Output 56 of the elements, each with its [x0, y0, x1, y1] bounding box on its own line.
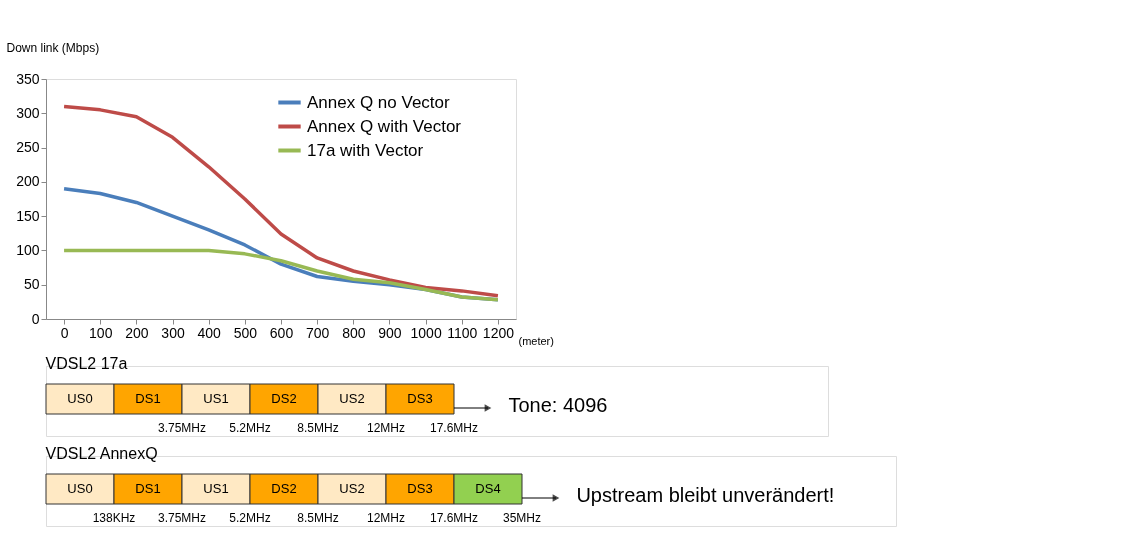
- y-tick-label: 200: [16, 173, 40, 190]
- y-tick-label: 300: [16, 104, 40, 121]
- text: 3.75MHz: [157, 421, 207, 435]
- y-axis-title: Down link (Mbps): [6, 40, 100, 55]
- y-tick-label: 250: [16, 139, 40, 156]
- category-label: DS3: [407, 481, 433, 496]
- x-tick-label: 200: [125, 324, 149, 341]
- text: VDSL2 AnnexQ: [45, 445, 158, 462]
- y-tick-label: 50: [23, 276, 40, 293]
- text: 12MHz: [366, 421, 406, 435]
- text: 8.5MHz: [297, 511, 339, 525]
- category-label: DS4: [475, 481, 501, 496]
- text: VDSL2 17a: [45, 355, 128, 372]
- x-tick-label: 600: [269, 324, 294, 341]
- x-tick-label: 100: [89, 324, 113, 341]
- category-label: US1: [203, 391, 229, 406]
- category-label: DS2: [271, 481, 297, 496]
- text: 12MHz: [366, 511, 406, 525]
- x-tick-label: 500: [233, 324, 258, 341]
- category-label: US1: [203, 481, 229, 496]
- x-tick-label: 300: [161, 324, 185, 341]
- line-series: [62, 248, 500, 302]
- category-label: US2: [339, 481, 365, 496]
- text: 5.2MHz: [229, 421, 271, 435]
- legend-label: 17a with Vector: [307, 140, 424, 160]
- category-label: DS1: [135, 391, 161, 406]
- x-tick-label: 1100: [447, 324, 478, 341]
- text: 5.2MHz: [229, 511, 271, 525]
- category-label: DS2: [271, 391, 297, 406]
- text: Tone: 4096: [508, 394, 608, 416]
- x-tick-label: 800: [342, 324, 366, 341]
- text: 17.6MHz: [429, 511, 479, 525]
- category-label: US2: [339, 391, 365, 406]
- text: 3.75MHz: [157, 511, 207, 525]
- category-label: US0: [67, 481, 93, 496]
- legend-label: Annex Q with Vector: [307, 116, 462, 136]
- x-tick-label: 900: [378, 324, 402, 341]
- y-tick-label: 350: [16, 70, 40, 87]
- y-tick-label: 0: [31, 310, 40, 327]
- y-tick-label: 100: [16, 241, 40, 258]
- x-tick-label: 700: [305, 324, 330, 341]
- x-tick-label: 1200: [482, 324, 515, 341]
- x-axis-title: (meter): [518, 334, 554, 347]
- category-label: DS3: [407, 391, 433, 406]
- text: 35MHz: [502, 511, 542, 525]
- text: 138KHz: [92, 511, 136, 525]
- text: 8.5MHz: [297, 421, 339, 435]
- category-label: US0: [67, 391, 93, 406]
- x-tick-label: 0: [60, 324, 69, 341]
- text: 17.6MHz: [429, 421, 479, 435]
- category-label: DS1: [135, 481, 161, 496]
- x-tick-label: 1000: [410, 324, 442, 341]
- legend-label: Annex Q no Vector: [307, 92, 451, 112]
- x-tick-label: 400: [197, 324, 222, 341]
- text: Upstream bleibt unverändert!: [576, 484, 835, 506]
- y-tick-label: 150: [16, 207, 40, 224]
